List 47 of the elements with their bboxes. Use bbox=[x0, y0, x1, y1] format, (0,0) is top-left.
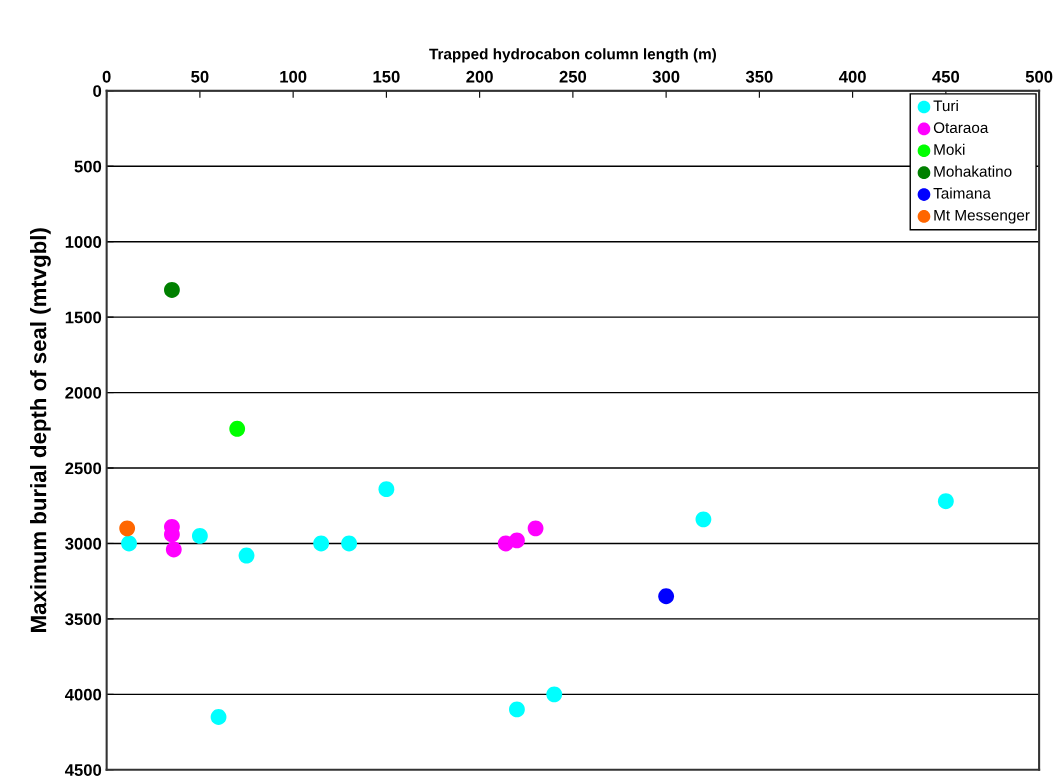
legend-label: Taimana bbox=[933, 187, 991, 199]
y-tick-label: 500 bbox=[74, 160, 102, 173]
x-axis-title: Trapped hydrocabon column length (m) bbox=[429, 48, 716, 63]
y-tick-label: 1500 bbox=[65, 311, 102, 324]
point bbox=[191, 528, 208, 544]
legend-label: Mt Messenger bbox=[934, 209, 1030, 224]
legend-label: Mohakatino bbox=[934, 165, 1012, 177]
x-tick-label: 100 bbox=[280, 70, 307, 83]
y-tick-label: 4500 bbox=[64, 764, 102, 776]
y-axis-title: Maximum burial depth of seal (mtvgbl) bbox=[30, 228, 51, 632]
point bbox=[378, 481, 395, 498]
x-tick-label: 250 bbox=[559, 70, 587, 83]
point bbox=[341, 535, 358, 552]
y-tick-label: 3000 bbox=[65, 537, 102, 550]
x-tick-label: 0 bbox=[102, 70, 111, 83]
x-tick-label: 300 bbox=[652, 70, 680, 83]
point bbox=[165, 541, 182, 558]
x-tick-label: 150 bbox=[373, 70, 400, 83]
y-tick-label: 2000 bbox=[65, 386, 102, 399]
point bbox=[229, 420, 246, 437]
point bbox=[121, 535, 137, 552]
point bbox=[937, 493, 954, 510]
x-tick-label: 400 bbox=[838, 70, 866, 83]
legend-label: Moki bbox=[934, 143, 965, 155]
x-tick-label: 350 bbox=[745, 70, 773, 83]
point bbox=[119, 520, 136, 537]
x-tick-label: 450 bbox=[932, 70, 960, 83]
y-tick-label: 2500 bbox=[65, 462, 102, 475]
point bbox=[210, 709, 227, 725]
point bbox=[509, 701, 525, 718]
point bbox=[238, 547, 255, 564]
point bbox=[695, 511, 712, 528]
x-tick-label: 500 bbox=[1025, 70, 1053, 83]
y-tick-label: 3500 bbox=[65, 613, 102, 626]
point bbox=[527, 520, 544, 537]
point bbox=[546, 686, 563, 703]
point bbox=[509, 532, 525, 549]
x-tick-label: 50 bbox=[191, 70, 209, 83]
legend-label: Otaraoa bbox=[933, 122, 989, 134]
y-tick-label: 4000 bbox=[64, 688, 102, 701]
point bbox=[164, 282, 180, 298]
x-tick-label: 200 bbox=[466, 70, 493, 83]
point bbox=[658, 588, 675, 605]
y-tick-label: 0 bbox=[93, 85, 102, 97]
y-tick-label: 1000 bbox=[65, 236, 102, 248]
point bbox=[313, 535, 330, 552]
legend-label: Turi bbox=[933, 99, 958, 112]
